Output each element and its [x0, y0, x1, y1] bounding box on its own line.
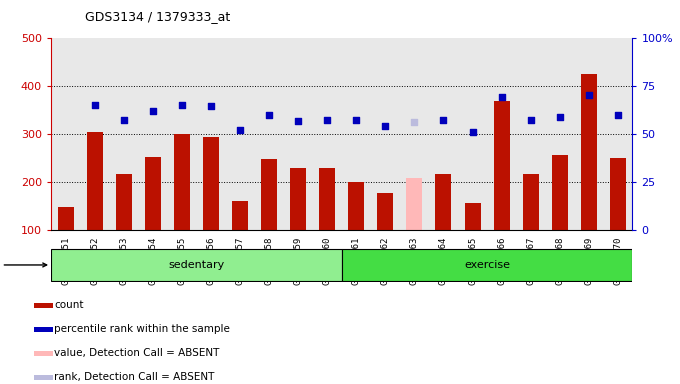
Bar — [377, 193, 393, 230]
FancyBboxPatch shape — [51, 250, 342, 280]
Point — [438, 117, 449, 123]
Bar — [34, 303, 53, 308]
Bar — [58, 207, 73, 230]
Bar — [34, 375, 53, 380]
Bar — [261, 159, 277, 230]
Bar — [464, 203, 481, 230]
Point — [322, 117, 333, 123]
Point — [89, 101, 100, 108]
Point — [148, 108, 158, 114]
Text: percentile rank within the sample: percentile rank within the sample — [54, 324, 231, 334]
Text: value, Detection Call = ABSENT: value, Detection Call = ABSENT — [54, 348, 220, 358]
Bar — [290, 168, 306, 230]
Point — [264, 112, 275, 118]
Bar — [435, 174, 452, 230]
Bar — [203, 137, 219, 230]
Bar — [174, 134, 190, 230]
Bar — [494, 101, 509, 230]
FancyBboxPatch shape — [342, 250, 632, 280]
Bar — [145, 157, 160, 230]
Text: exercise: exercise — [464, 260, 510, 270]
Point — [176, 101, 187, 108]
Text: sedentary: sedentary — [168, 260, 224, 270]
Bar — [348, 182, 364, 230]
Bar — [551, 155, 568, 230]
Point — [351, 117, 362, 123]
Point — [525, 117, 536, 123]
Bar — [610, 158, 626, 230]
Bar — [34, 351, 53, 356]
Point — [205, 103, 216, 109]
Text: count: count — [54, 300, 84, 310]
Bar — [34, 327, 53, 332]
Point — [613, 112, 624, 118]
Bar — [523, 174, 539, 230]
Point — [467, 129, 478, 135]
Text: GDS3134 / 1379333_at: GDS3134 / 1379333_at — [85, 10, 231, 23]
Bar — [86, 132, 103, 230]
Text: protocol: protocol — [0, 260, 47, 270]
Point — [118, 117, 129, 123]
Point — [292, 118, 303, 124]
Bar — [581, 74, 597, 230]
Point — [409, 119, 420, 126]
Bar — [319, 168, 335, 230]
Point — [380, 123, 391, 129]
Point — [235, 126, 245, 132]
Text: rank, Detection Call = ABSENT: rank, Detection Call = ABSENT — [54, 372, 215, 382]
Bar — [116, 174, 132, 230]
Point — [583, 92, 594, 98]
Bar — [407, 177, 422, 230]
Bar — [232, 200, 248, 230]
Point — [496, 94, 507, 100]
Point — [554, 114, 565, 120]
